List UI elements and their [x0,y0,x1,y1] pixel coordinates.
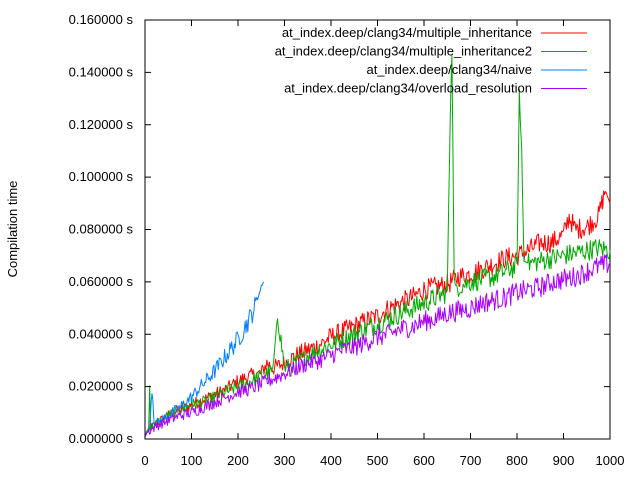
legend-label: at_index.deep/clang34/overload_resolutio… [284,81,532,96]
legend-label: at_index.deep/clang34/naive [366,62,532,77]
x-tick-label: 200 [227,453,249,468]
series-line-3 [144,254,611,437]
legend: at_index.deep/clang34/multiple_inheritan… [275,25,587,96]
x-tick-label: 700 [460,453,482,468]
y-tick-label: 0.080000 s [69,222,134,237]
y-axis-ticks: 0.000000 s 0.020000 s 0.040000 s 0.060000 s… [69,12,610,446]
y-tick-label: 0.140000 s [69,64,134,79]
y-axis-title: Compilation time [5,181,20,278]
x-tick-label: 500 [367,453,389,468]
x-tick-label: 800 [506,453,528,468]
y-tick-label: 0.000000 s [69,431,134,446]
x-tick-label: 100 [181,453,203,468]
legend-label: at_index.deep/clang34/multiple_inheritan… [282,25,532,40]
y-tick-label: 0.160000 s [69,12,134,27]
legend-label: at_index.deep/clang34/multiple_inheritan… [275,44,532,59]
x-tick-label: 900 [553,453,575,468]
x-axis-ticks: 0 100 200 300 400 500 600 700 800 900 1000 [141,20,624,468]
y-tick-label: 0.100000 s [69,169,134,184]
x-tick-label: 600 [413,453,435,468]
x-tick-label: 1000 [596,453,625,468]
x-tick-label: 300 [274,453,296,468]
series-line-1 [144,55,611,434]
y-tick-label: 0.060000 s [69,274,134,289]
y-tick-label: 0.040000 s [69,326,134,341]
y-tick-label: 0.120000 s [69,117,134,132]
x-tick-label: 400 [320,453,342,468]
series-layer [144,55,611,437]
x-tick-label: 0 [141,453,148,468]
y-tick-label: 0.020000 s [69,379,134,394]
